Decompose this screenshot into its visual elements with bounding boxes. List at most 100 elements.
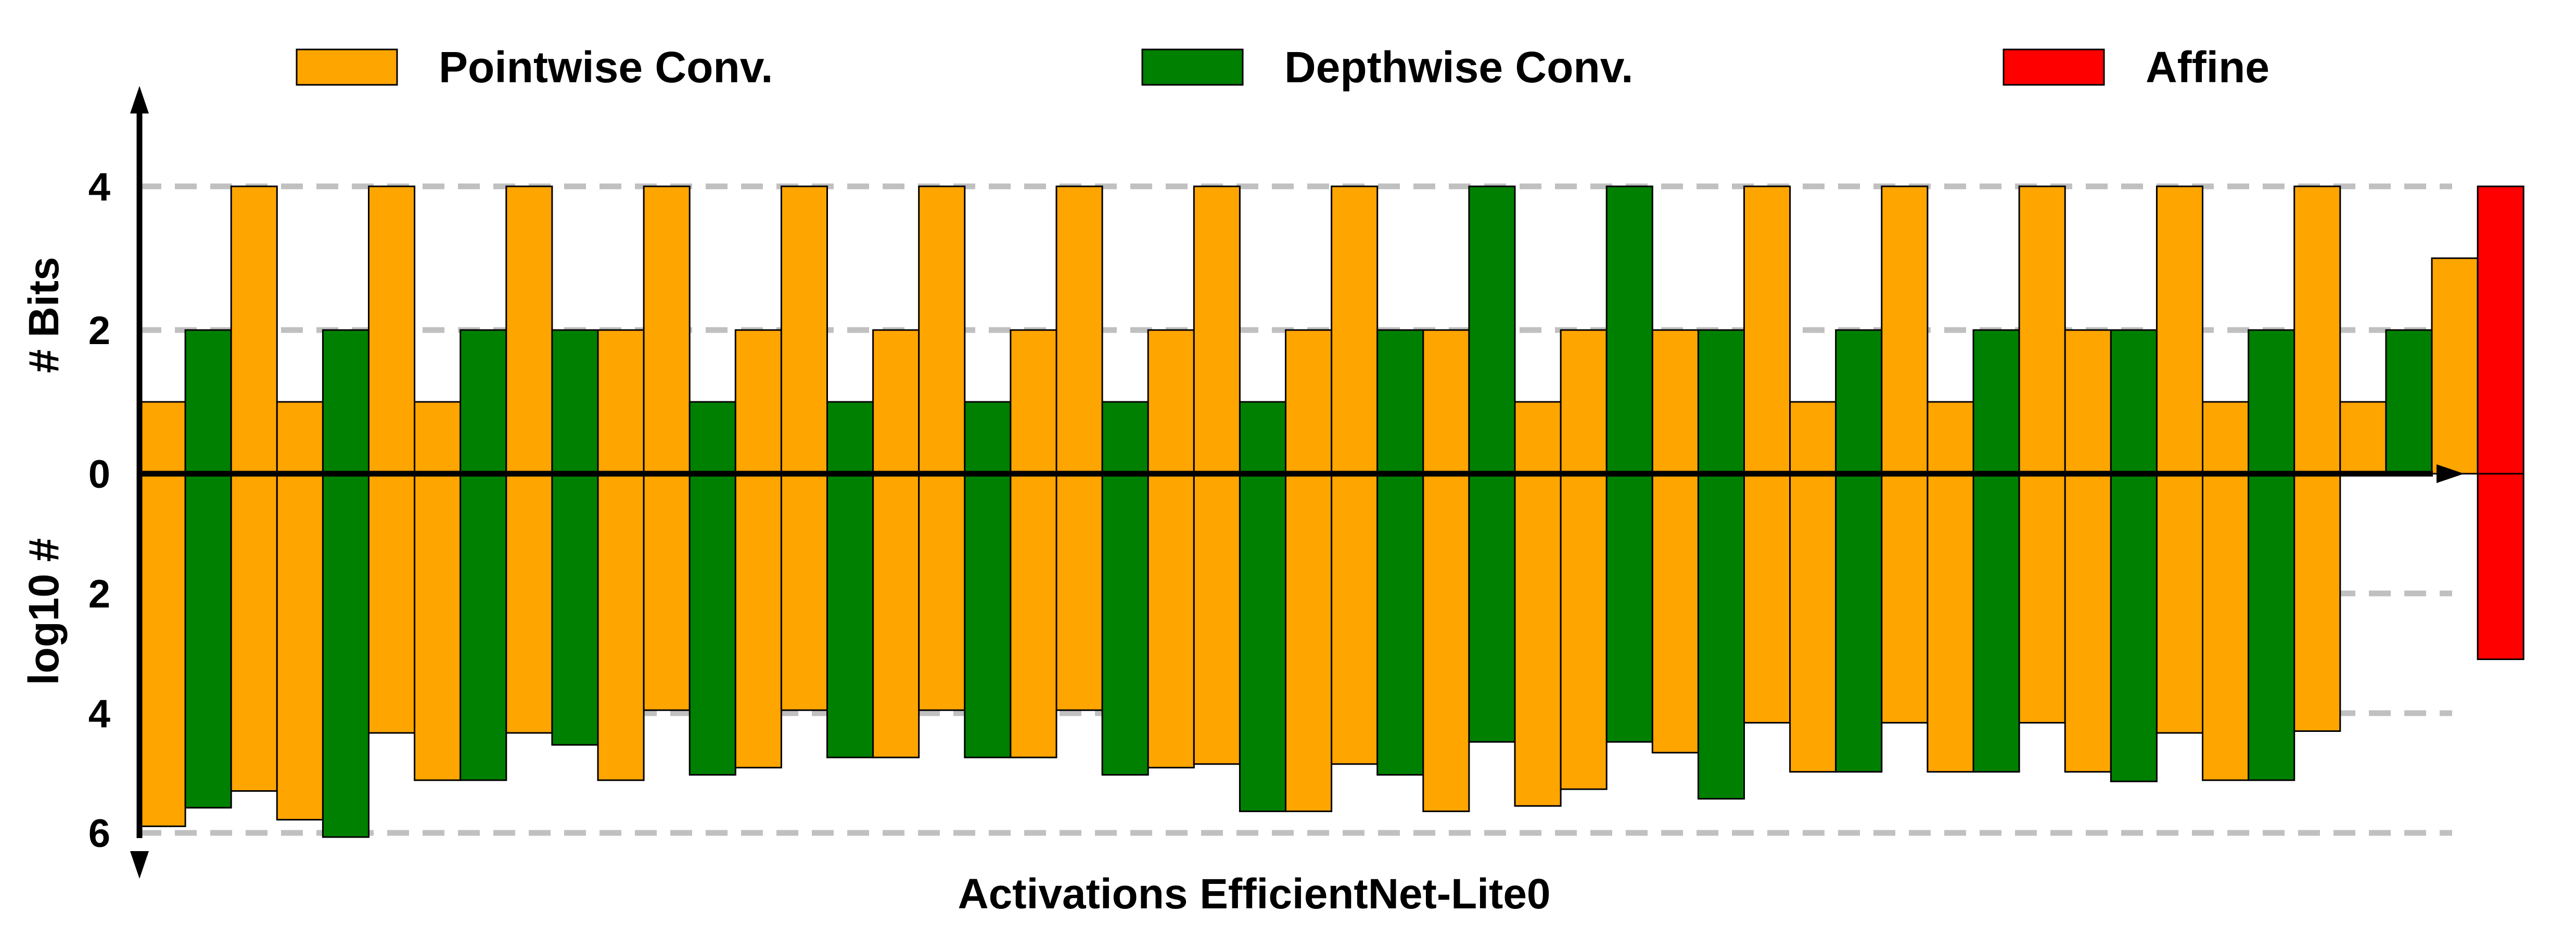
y-axis-label-bottom: log10 # [20, 538, 68, 686]
bits-bar-44 [2156, 185, 2203, 475]
bits-bar-37 [1835, 329, 1883, 475]
count-bar-19 [1010, 473, 1057, 758]
count-bar-33 [1651, 473, 1699, 754]
bits-bar-1 [184, 329, 232, 475]
count-bar-16 [872, 473, 920, 758]
bits-bar-26 [1331, 185, 1379, 475]
count-bar-20 [1055, 473, 1103, 711]
count-bar-23 [1193, 473, 1241, 765]
count-bar-24 [1239, 473, 1286, 813]
count-bar-44 [2156, 473, 2203, 734]
count-bar-10 [597, 473, 645, 781]
bits-bar-22 [1147, 329, 1195, 475]
ytick-bottom-6: 6 [88, 812, 110, 856]
bits-bar-4 [322, 329, 370, 475]
bits-bar-18 [964, 401, 1012, 475]
count-bar-40 [1972, 473, 2020, 773]
bits-bar-25 [1285, 329, 1333, 475]
bits-bar-8 [505, 185, 553, 475]
bits-bar-24 [1239, 401, 1286, 475]
bits-bar-13 [734, 329, 782, 475]
count-bar-9 [551, 473, 599, 746]
count-bar-13 [734, 473, 782, 769]
bits-bar-19 [1010, 329, 1057, 475]
count-bar-22 [1147, 473, 1195, 769]
count-bar-0 [138, 473, 186, 827]
bits-bar-34 [1697, 329, 1745, 475]
bits-bar-3 [276, 401, 324, 475]
bits-bar-45 [2202, 401, 2250, 475]
bits-bar-50 [2431, 257, 2479, 475]
count-bar-11 [643, 473, 691, 711]
bits-bar-11 [643, 185, 691, 475]
bits-bar-14 [780, 185, 828, 475]
bits-bar-32 [1605, 185, 1653, 475]
count-bar-21 [1101, 473, 1149, 776]
count-bar-14 [780, 473, 828, 711]
ytick-top-4: 4 [88, 165, 110, 209]
bits-bar-35 [1743, 185, 1791, 475]
bits-bar-39 [1927, 401, 1974, 475]
bits-bar-0 [138, 401, 186, 475]
bits-bar-49 [2385, 329, 2433, 475]
legend-label-pw: Pointwise Conv. [439, 43, 773, 92]
count-bar-45 [2202, 473, 2250, 781]
bits-bar-5 [368, 185, 416, 475]
bits-bar-20 [1055, 185, 1103, 475]
count-bar-8 [505, 473, 553, 734]
count-bar-41 [2018, 473, 2066, 724]
bits-bar-36 [1789, 401, 1837, 475]
bits-bar-9 [551, 329, 599, 475]
legend-swatch-af [2003, 48, 2105, 86]
count-bar-6 [414, 473, 462, 781]
axes [130, 86, 2464, 879]
count-bar-38 [1881, 473, 1929, 724]
legend-label-dw: Depthwise Conv. [1284, 43, 1634, 92]
count-bar-37 [1835, 473, 1883, 773]
x-axis-label: Activations EfficientNet-Lite0 [958, 870, 1550, 918]
bits-bar-2 [230, 185, 278, 475]
legend-swatch-dw [1141, 48, 1244, 86]
count-bar-18 [964, 473, 1012, 758]
bits-bar-17 [918, 185, 966, 475]
count-bar-2 [230, 473, 278, 792]
count-bar-47 [2293, 473, 2341, 732]
bars [138, 185, 2524, 838]
legend: Pointwise Conv. Depthwise Conv. Affine [296, 43, 2269, 92]
legend-label-af: Affine [2146, 43, 2269, 92]
bits-bar-31 [1560, 329, 1608, 475]
y-axis-label-top: # Bits [20, 257, 68, 373]
ytick-top-2: 2 [88, 309, 110, 353]
bits-bar-23 [1193, 185, 1241, 475]
count-bar-25 [1285, 473, 1333, 813]
count-bar-27 [1376, 473, 1424, 776]
bits-bar-40 [1972, 329, 2020, 475]
count-bar-46 [2248, 473, 2296, 781]
bits-bar-28 [1422, 329, 1470, 475]
bits-bar-48 [2339, 401, 2387, 475]
count-bar-34 [1697, 473, 1745, 800]
count-bar-51 [2477, 473, 2524, 660]
count-bar-42 [2064, 473, 2112, 773]
count-bar-4 [322, 473, 370, 838]
count-bar-39 [1927, 473, 1974, 773]
count-bar-26 [1331, 473, 1379, 765]
bits-bar-41 [2018, 185, 2066, 475]
ytick-bottom-4: 4 [88, 692, 110, 736]
bits-bar-7 [460, 329, 507, 475]
bits-bar-43 [2110, 329, 2158, 475]
count-bar-17 [918, 473, 966, 711]
ytick-top-0: 0 [88, 452, 110, 497]
count-bar-5 [368, 473, 416, 734]
y-axis-arrow-up [130, 86, 149, 113]
count-bar-29 [1468, 473, 1516, 743]
legend-swatch-pw [296, 48, 398, 86]
bits-bar-29 [1468, 185, 1516, 475]
bits-bar-6 [414, 401, 462, 475]
tick-labels: 4 2 0 2 4 6 [88, 165, 110, 856]
ytick-bottom-2: 2 [88, 572, 110, 616]
bits-bar-51 [2477, 185, 2524, 475]
count-bar-28 [1422, 473, 1470, 813]
count-bar-7 [460, 473, 507, 781]
bits-bar-46 [2248, 329, 2296, 475]
